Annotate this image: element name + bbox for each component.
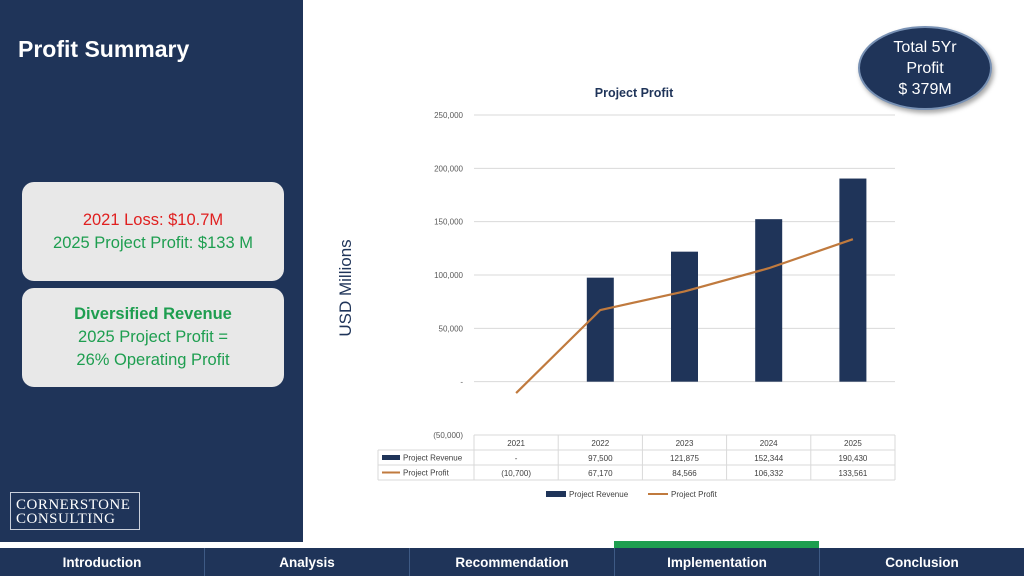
nav-item-analysis[interactable]: Analysis (204, 548, 409, 576)
table-legend-key (382, 455, 400, 460)
legend-key (546, 491, 566, 497)
table-data-label: - (515, 454, 518, 463)
table-data-label: 84,566 (672, 469, 697, 478)
logo-line-2: CONSULTING (16, 511, 116, 527)
table-data-label: 121,875 (670, 454, 699, 463)
y-tick-label: 150,000 (434, 218, 463, 227)
bubble-line-3: $ 379M (898, 80, 952, 98)
slide-title: Profit Summary (18, 36, 190, 62)
card-1-line-2: 26% Operating Profit (76, 351, 230, 369)
x-category-label: 2023 (676, 439, 694, 448)
bottom-navigation: Introduction Analysis Recommendation Implem… (0, 548, 1024, 576)
bubble-line-2: Profit (906, 59, 944, 77)
y-tick-label: 250,000 (434, 111, 463, 120)
y-tick-label: 200,000 (434, 164, 463, 173)
table-data-label: 97,500 (588, 454, 613, 463)
total-profit-bubble: Total 5Yr Profit $ 379M (858, 26, 992, 110)
table-data-label: (10,700) (501, 469, 531, 478)
bar-project-revenue (839, 178, 867, 382)
bar-project-revenue (586, 277, 614, 382)
logo-frame (10, 492, 140, 530)
card-1-line-0: Diversified Revenue (74, 305, 232, 323)
bubble-line-1: Total 5Yr (893, 38, 957, 56)
y-tick-label: 50,000 (439, 324, 464, 333)
table-data-label: 190,430 (838, 454, 867, 463)
loss-summary-card: 2021 Loss: $10.7M 2025 Project Profit: $1… (22, 182, 284, 281)
project-profit-chart: Project Profit USD Millions (50,000) - 50,00… (336, 86, 896, 499)
logo-line-1: CORNERSTONE (16, 497, 131, 513)
diversified-revenue-card: Diversified Revenue 2025 Project Profit =… (22, 288, 284, 387)
nav-item-recommendation[interactable]: Recommendation (409, 548, 614, 576)
y-tick-label: (50,000) (433, 431, 463, 440)
company-logo: CORNERSTONE CONSULTING (10, 492, 142, 530)
nav-active-indicator (614, 541, 819, 548)
table-data-label: 67,170 (588, 469, 613, 478)
nav-item-implementation[interactable]: Implementation (614, 548, 819, 576)
y-axis-label: USD Millions (336, 239, 355, 336)
x-category-label: 2021 (507, 439, 525, 448)
table-data-label: 152,344 (754, 454, 783, 463)
card-1-line-1: 2025 Project Profit = (78, 328, 228, 346)
nav-item-conclusion[interactable]: Conclusion (819, 548, 1024, 576)
x-category-label: 2022 (591, 439, 609, 448)
bar-project-revenue (671, 251, 698, 382)
chart-title: Project Profit (595, 86, 674, 100)
legend-entry: Project Profit (671, 490, 718, 499)
bar-project-revenue (755, 219, 783, 382)
card-0-line-0: 2021 Loss: $10.7M (82, 210, 224, 229)
table-series-name: Project Profit (403, 469, 450, 478)
table-data-label: 133,561 (838, 469, 867, 478)
card-0-line-1: 2025 Project Profit: $133 M (53, 233, 253, 252)
y-tick-label: 100,000 (434, 271, 463, 280)
legend-entry: Project Revenue (569, 490, 629, 499)
x-category-label: 2025 (844, 439, 862, 448)
table-data-label: 106,332 (754, 469, 783, 478)
table-series-name: Project Revenue (403, 454, 463, 463)
y-tick-label: - (460, 378, 463, 387)
x-category-label: 2024 (760, 439, 778, 448)
nav-item-introduction[interactable]: Introduction (62, 554, 142, 570)
